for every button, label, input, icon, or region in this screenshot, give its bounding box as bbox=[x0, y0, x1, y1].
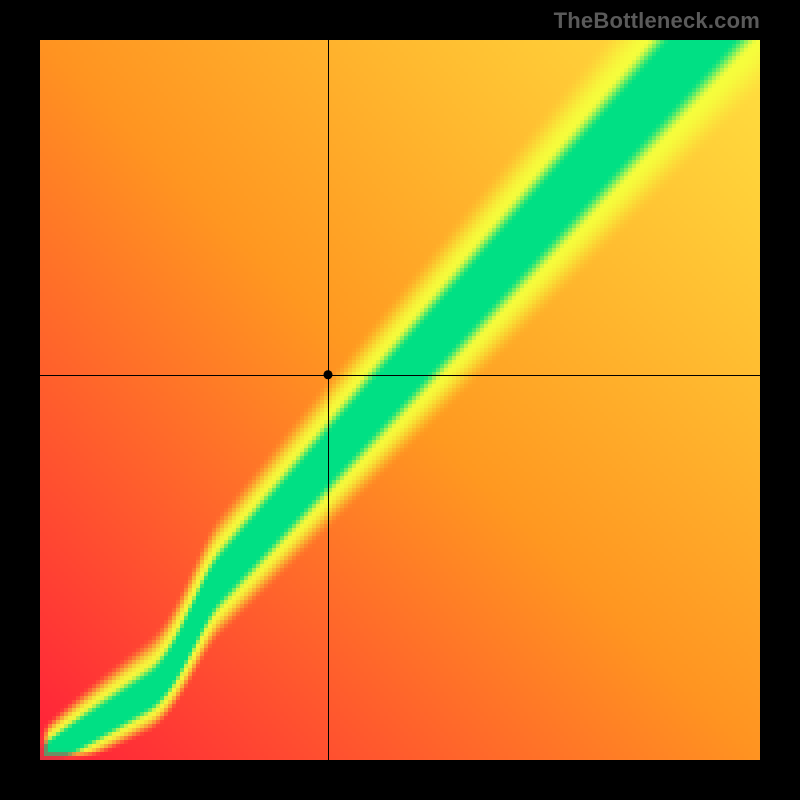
watermark-text: TheBottleneck.com bbox=[554, 8, 760, 34]
bottleneck-heatmap bbox=[40, 40, 760, 760]
crosshair-overlay bbox=[40, 40, 760, 760]
